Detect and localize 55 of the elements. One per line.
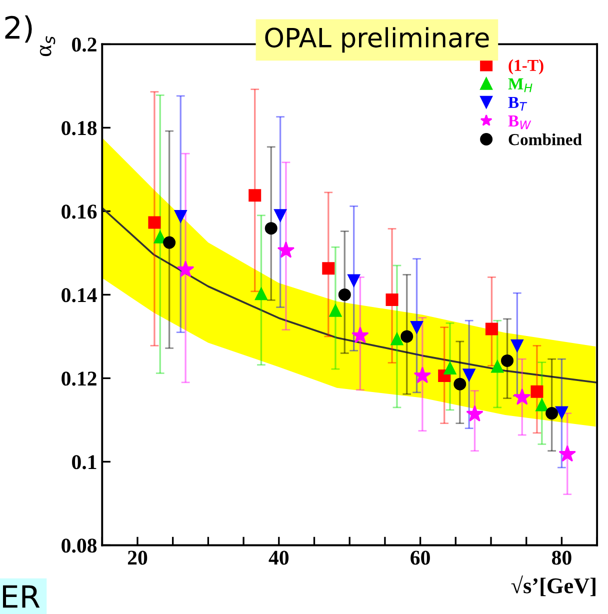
- legend-label: (1-T): [508, 59, 544, 74]
- point: [466, 405, 484, 422]
- point: [348, 274, 360, 287]
- legend-label: B$_{T}$: [508, 96, 528, 111]
- point: [274, 209, 287, 222]
- point: [176, 260, 194, 278]
- point: [513, 388, 531, 405]
- point: [174, 210, 187, 222]
- y-tick-label: 0.1: [72, 455, 96, 470]
- point: [410, 321, 424, 334]
- y-tick-label: 0.08: [62, 538, 97, 553]
- legend-label: M$_{H}$: [508, 78, 532, 92]
- y-tick-label: 0.2: [72, 38, 96, 52]
- point: [546, 407, 558, 420]
- point: [485, 322, 498, 336]
- y-tick-label: 0.18: [62, 121, 97, 136]
- y-tick-label: 0.12: [62, 372, 96, 386]
- point: [390, 332, 404, 346]
- point: [277, 241, 295, 258]
- x-axis-title: √s’[GeV]: [511, 576, 596, 596]
- point: [530, 385, 544, 398]
- point: [501, 354, 514, 367]
- point: [352, 326, 369, 344]
- chart-title: OPAL preliminare: [265, 27, 489, 53]
- point: [400, 330, 414, 343]
- y-tick-label: 0.14: [62, 288, 97, 302]
- legend-label: B$_{W}$: [508, 116, 532, 130]
- text: ER: [3, 585, 40, 608]
- point: [536, 398, 548, 412]
- point: [462, 368, 476, 382]
- y-tick-label: 0.16: [62, 204, 97, 219]
- x-tick-label: 60: [410, 550, 430, 565]
- point: [163, 236, 176, 249]
- point: [491, 360, 504, 373]
- point: [510, 339, 524, 352]
- point: [322, 262, 335, 275]
- text: 2): [5, 15, 32, 43]
- legend-label: Combined: [508, 134, 582, 146]
- point: [338, 288, 351, 301]
- point: [558, 445, 576, 462]
- point: [386, 293, 398, 306]
- line-series: [102, 206, 597, 384]
- point: [444, 362, 456, 374]
- point: [264, 222, 278, 235]
- y-axis-title: α$_{s}$: [40, 36, 56, 56]
- point: [148, 216, 161, 229]
- point: [454, 378, 466, 390]
- point: [555, 406, 568, 419]
- x-tick-label: 20: [128, 550, 148, 565]
- point: [248, 189, 262, 202]
- x-tick-label: 80: [552, 550, 572, 565]
- point: [414, 366, 432, 384]
- point: [254, 288, 268, 300]
- x-tick-label: 40: [268, 550, 289, 565]
- point: [329, 304, 342, 317]
